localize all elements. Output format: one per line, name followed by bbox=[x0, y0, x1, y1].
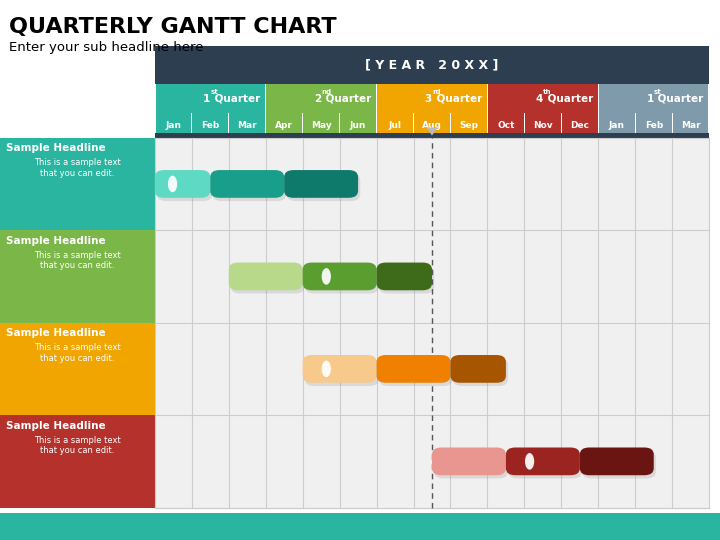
Text: This is a sample text
that you can edit.: This is a sample text that you can edit. bbox=[34, 251, 121, 270]
FancyBboxPatch shape bbox=[155, 133, 709, 138]
Text: Enter your sub headline here: Enter your sub headline here bbox=[9, 40, 203, 53]
FancyBboxPatch shape bbox=[599, 84, 708, 113]
FancyBboxPatch shape bbox=[525, 113, 561, 138]
FancyBboxPatch shape bbox=[155, 170, 210, 198]
Text: Mar: Mar bbox=[238, 121, 257, 130]
FancyBboxPatch shape bbox=[210, 170, 284, 198]
Text: Quarter: Quarter bbox=[211, 93, 260, 104]
FancyBboxPatch shape bbox=[582, 451, 656, 478]
FancyBboxPatch shape bbox=[379, 266, 434, 294]
Text: 2: 2 bbox=[314, 93, 321, 104]
FancyBboxPatch shape bbox=[155, 138, 709, 508]
FancyBboxPatch shape bbox=[636, 113, 672, 138]
FancyBboxPatch shape bbox=[434, 451, 508, 478]
Text: Quarter: Quarter bbox=[322, 93, 371, 104]
FancyBboxPatch shape bbox=[0, 415, 155, 508]
Text: Sample Headline: Sample Headline bbox=[6, 143, 105, 153]
Text: 1: 1 bbox=[647, 93, 654, 104]
FancyBboxPatch shape bbox=[508, 451, 582, 478]
FancyBboxPatch shape bbox=[377, 262, 432, 291]
FancyBboxPatch shape bbox=[506, 448, 580, 475]
FancyBboxPatch shape bbox=[0, 230, 155, 322]
Ellipse shape bbox=[322, 361, 331, 377]
FancyBboxPatch shape bbox=[673, 113, 708, 138]
Ellipse shape bbox=[525, 453, 534, 470]
Text: 1: 1 bbox=[203, 93, 210, 104]
FancyBboxPatch shape bbox=[488, 113, 523, 138]
Text: Dec: Dec bbox=[570, 121, 590, 130]
Text: rd: rd bbox=[432, 89, 441, 95]
FancyBboxPatch shape bbox=[284, 170, 358, 198]
FancyBboxPatch shape bbox=[377, 355, 451, 383]
Text: 3: 3 bbox=[425, 93, 432, 104]
FancyBboxPatch shape bbox=[341, 113, 376, 138]
Text: th: th bbox=[543, 89, 552, 95]
FancyBboxPatch shape bbox=[379, 358, 453, 386]
Text: Sample Headline: Sample Headline bbox=[6, 235, 105, 246]
FancyBboxPatch shape bbox=[0, 322, 155, 415]
FancyBboxPatch shape bbox=[414, 113, 450, 138]
Text: Sep: Sep bbox=[459, 121, 479, 130]
Text: Quarter: Quarter bbox=[654, 93, 703, 104]
FancyBboxPatch shape bbox=[266, 113, 302, 138]
FancyBboxPatch shape bbox=[303, 113, 339, 138]
Text: [ Y E A R   2 0 X X ]: [ Y E A R 2 0 X X ] bbox=[365, 58, 499, 71]
Text: Quarter: Quarter bbox=[544, 93, 593, 104]
FancyBboxPatch shape bbox=[0, 513, 720, 540]
Text: This is a sample text
that you can edit.: This is a sample text that you can edit. bbox=[34, 436, 121, 455]
Text: Jan: Jan bbox=[166, 121, 181, 130]
FancyBboxPatch shape bbox=[377, 113, 413, 138]
FancyBboxPatch shape bbox=[192, 113, 228, 138]
FancyBboxPatch shape bbox=[377, 84, 487, 113]
Text: This is a sample text
that you can edit.: This is a sample text that you can edit. bbox=[34, 343, 121, 362]
Text: QUARTERLY GANTT CHART: QUARTERLY GANTT CHART bbox=[9, 17, 336, 37]
Text: 4: 4 bbox=[536, 93, 543, 104]
FancyBboxPatch shape bbox=[229, 262, 302, 291]
FancyBboxPatch shape bbox=[451, 355, 506, 383]
FancyBboxPatch shape bbox=[0, 138, 155, 230]
FancyBboxPatch shape bbox=[156, 84, 265, 113]
Text: Feb: Feb bbox=[201, 121, 220, 130]
Text: Jun: Jun bbox=[350, 121, 366, 130]
FancyBboxPatch shape bbox=[156, 113, 191, 138]
FancyBboxPatch shape bbox=[432, 448, 506, 475]
FancyBboxPatch shape bbox=[305, 266, 379, 294]
FancyBboxPatch shape bbox=[453, 358, 508, 386]
FancyBboxPatch shape bbox=[212, 173, 287, 201]
Text: Oct: Oct bbox=[498, 121, 515, 130]
FancyBboxPatch shape bbox=[305, 358, 379, 386]
Text: Nov: Nov bbox=[533, 121, 553, 130]
FancyBboxPatch shape bbox=[230, 113, 265, 138]
FancyBboxPatch shape bbox=[562, 113, 598, 138]
Ellipse shape bbox=[168, 176, 177, 192]
FancyBboxPatch shape bbox=[302, 355, 377, 383]
Text: st: st bbox=[654, 89, 662, 95]
FancyBboxPatch shape bbox=[599, 113, 634, 138]
FancyBboxPatch shape bbox=[302, 262, 377, 291]
Text: Mar: Mar bbox=[681, 121, 701, 130]
Text: Sample Headline: Sample Headline bbox=[6, 421, 105, 430]
Polygon shape bbox=[426, 127, 438, 136]
Text: This is a sample text
that you can edit.: This is a sample text that you can edit. bbox=[34, 158, 121, 178]
Text: Feb: Feb bbox=[644, 121, 663, 130]
FancyBboxPatch shape bbox=[488, 84, 598, 113]
Text: Aug: Aug bbox=[422, 121, 442, 130]
FancyBboxPatch shape bbox=[157, 173, 212, 201]
Text: Sample Headline: Sample Headline bbox=[6, 328, 105, 338]
Text: Quarter: Quarter bbox=[433, 93, 482, 104]
Text: st: st bbox=[210, 89, 218, 95]
Text: May: May bbox=[311, 121, 331, 130]
Text: Jan: Jan bbox=[609, 121, 625, 130]
Text: Jul: Jul bbox=[389, 121, 402, 130]
FancyBboxPatch shape bbox=[580, 448, 654, 475]
FancyBboxPatch shape bbox=[155, 46, 709, 84]
Text: nd: nd bbox=[321, 89, 331, 95]
FancyBboxPatch shape bbox=[231, 266, 305, 294]
Ellipse shape bbox=[322, 268, 331, 285]
FancyBboxPatch shape bbox=[266, 84, 376, 113]
FancyBboxPatch shape bbox=[287, 173, 360, 201]
Text: Apr: Apr bbox=[275, 121, 293, 130]
FancyBboxPatch shape bbox=[451, 113, 487, 138]
